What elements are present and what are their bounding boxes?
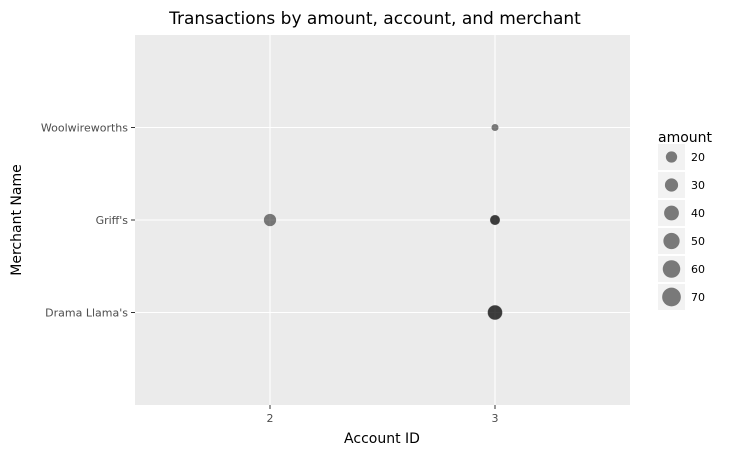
y-tick-label: Woolwireworths: [41, 122, 128, 135]
legend-key-circle: [664, 178, 679, 192]
y-tick-label: Drama Llama's: [45, 307, 128, 320]
size-legend: amount 20 30 40 50 60 70: [658, 130, 713, 310]
legend-title: amount: [658, 130, 713, 146]
data-point: [487, 305, 503, 320]
legend-key-circle: [664, 205, 679, 221]
chart-title: Transactions by amount, account, and mer…: [168, 9, 581, 29]
legend-label: 20: [691, 151, 705, 164]
x-tick-label: 3: [492, 412, 499, 425]
legend-key-circle: [665, 151, 678, 163]
y-tick-label: Griff's: [96, 214, 129, 227]
data-point: [489, 214, 501, 226]
legend-key-circle: [663, 232, 680, 250]
legend-label: 70: [691, 291, 705, 304]
x-axis-title: Account ID: [344, 431, 420, 447]
data-point: [263, 213, 277, 227]
y-axis-title: Merchant Name: [9, 164, 25, 275]
x-tick-label: 2: [267, 412, 274, 425]
data-points: [263, 123, 503, 320]
legend-label: 60: [691, 263, 705, 276]
legend-keys: 20 30 40 50 60 70: [658, 144, 705, 310]
legend-label: 50: [691, 235, 705, 248]
legend-label: 40: [691, 207, 705, 220]
data-point: [491, 123, 499, 132]
legend-label: 30: [691, 179, 705, 192]
legend-key-circle: [662, 287, 681, 307]
y-axis-ticks: Drama Llama's Griff's Woolwireworths: [41, 122, 135, 320]
legend-key-circle: [662, 260, 681, 278]
